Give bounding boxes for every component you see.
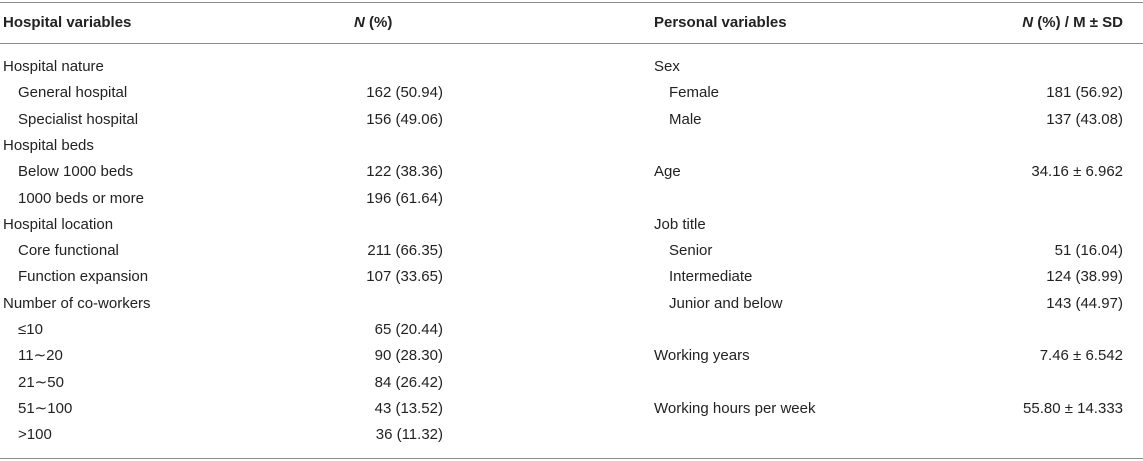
right-row-value: 51 (16.04) [1054,242,1123,259]
left-row-value: 156 (49.06) [366,111,443,128]
left-row-label: 51∼100 [18,400,73,417]
left-row-label: 1000 beds or more [18,190,144,207]
right-row-label: Sex [654,58,680,75]
left-row-label: Specialist hospital [18,111,139,128]
right-row-label: Junior and below [669,295,783,312]
right-row-label: Male [669,111,702,128]
header-right-n: N [1022,14,1034,31]
right-row-label: Job title [654,216,706,233]
right-row-label: Intermediate [669,268,753,285]
header-left-n: N [354,14,365,31]
right-row-value: 34.16 ± 6.962 [1031,163,1123,180]
right-row-label: Age [654,163,681,180]
left-row-label: Hospital location [3,216,114,233]
top-rule [0,2,1143,3]
bottom-rule [0,458,1143,459]
left-row-value: 43 (13.52) [374,400,443,417]
left-row-value: 196 (61.64) [366,190,443,207]
header-personal-variables: Personal variables [654,14,787,31]
right-row-label: Working hours per week [654,400,816,417]
header-right-n-percent-mean-sd: N (%) / M ± SD [1022,14,1123,32]
header-left-percent: (%) [364,14,393,31]
left-row-value: 65 (20.44) [374,321,443,338]
left-row-label: Number of co-workers [3,295,151,312]
header-hospital-variables: Hospital variables [3,14,132,31]
right-row-value: 181 (56.92) [1046,84,1123,101]
left-row-value: 122 (38.36) [366,163,443,180]
right-row-label: Senior [669,242,713,259]
left-row-label: Below 1000 beds [18,163,134,180]
left-row-value: 84 (26.42) [374,374,443,391]
left-row-label: ≤10 [18,321,43,338]
left-row-label: Hospital nature [3,58,104,75]
right-row-value: 55.80 ± 14.333 [1023,400,1123,417]
left-row-label: Function expansion [18,268,149,285]
left-row-label: 21∼50 [18,374,64,391]
left-row-label: General hospital [18,84,128,101]
right-row-value: 143 (44.97) [1046,295,1123,312]
header-left-n-percent: N (%) [354,14,392,32]
left-row-value: 90 (28.30) [374,347,443,364]
left-row-label: Hospital beds [3,137,94,154]
left-row-value: 36 (11.32) [375,426,443,443]
right-row-value: 124 (38.99) [1046,268,1123,285]
left-row-label: Core functional [18,242,119,259]
left-row-value: 162 (50.94) [366,84,443,101]
left-row-label: 11∼20 [18,347,63,364]
right-row-value: 7.46 ± 6.542 [1039,347,1123,364]
header-right-percent-mean-sd: (%) / M ± SD [1033,14,1123,31]
left-row-value: 211 (66.35) [367,242,443,259]
right-row-value: 137 (43.08) [1046,111,1123,128]
right-row-label: Working years [654,347,750,364]
header-rule [0,43,1143,44]
left-row-value: 107 (33.65) [366,268,443,285]
left-row-label: >100 [18,426,52,443]
right-row-label: Female [669,84,720,101]
